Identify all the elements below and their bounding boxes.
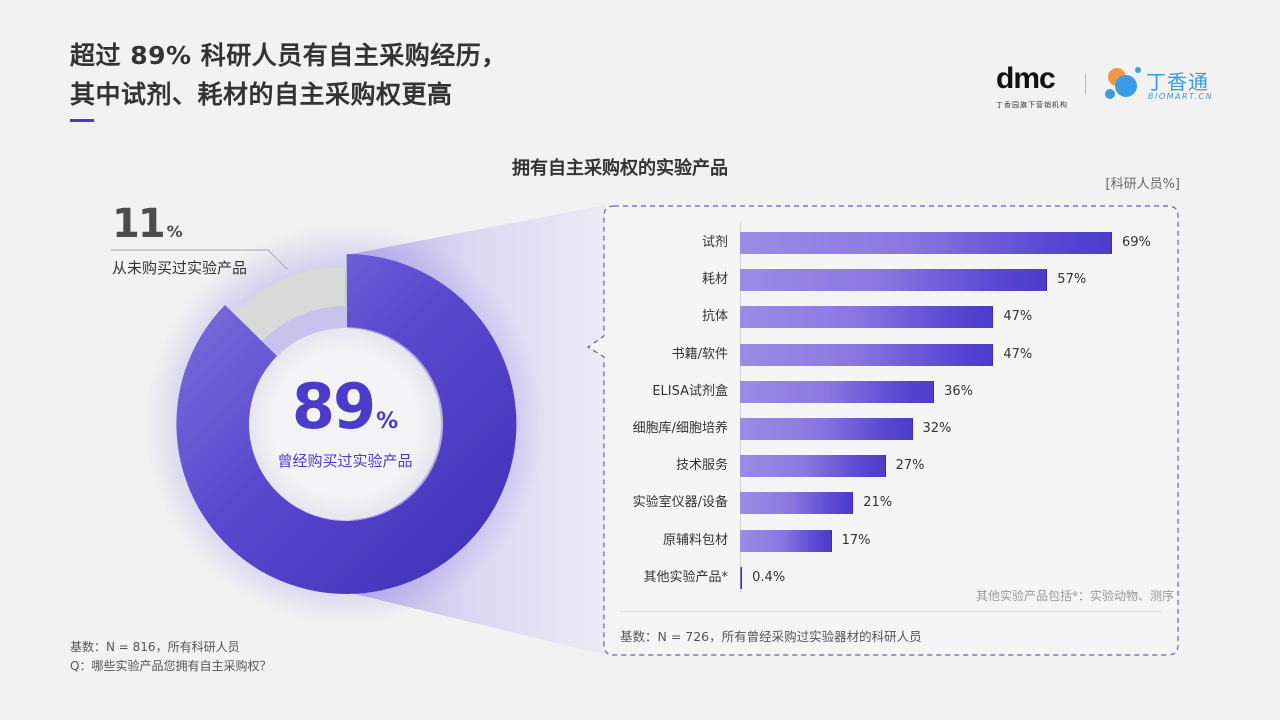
bar-category-label: 书籍/软件 xyxy=(671,346,728,362)
bar-value-label: 47% xyxy=(1003,309,1033,325)
biomart-logo-subtitle: BIOMART.CN xyxy=(1148,92,1214,101)
footer-question: Q：哪些实验产品您拥有自主采购权？ xyxy=(70,659,272,673)
bar-value-label: 27% xyxy=(895,458,925,474)
bar-axis-line xyxy=(740,222,741,592)
footer-base: 基数：N = 816，所有科研人员 xyxy=(70,640,240,654)
donut-segment-bought xyxy=(176,254,517,594)
bar-row: 试剂 69% xyxy=(603,232,1178,254)
bought-value: 89 xyxy=(291,370,376,443)
bar-category-label: 试剂 xyxy=(701,235,728,250)
never-bought-value: 11 xyxy=(112,201,166,247)
other-products-note: 其他实验产品包括*：实验动物、测序 xyxy=(975,589,1174,603)
bar-category-label: 细胞库/细胞培养 xyxy=(632,421,728,436)
box-divider xyxy=(620,611,1161,612)
biomart-bubbles-icon xyxy=(1105,67,1141,99)
bar-category-label: 实验室仪器/设备 xyxy=(632,495,728,511)
bar-value-label: 47% xyxy=(1003,346,1033,362)
bar-row: 耗材 57% xyxy=(603,269,1178,292)
page-title: 超过 89% 科研人员有自主采购经历， 其中试剂、耗材的自主采购权更高 xyxy=(70,36,507,114)
never-bought-label: 从未购买过实验产品 xyxy=(112,259,248,277)
title-line-2: 其中试剂、耗材的自主采购权更高 xyxy=(70,80,453,109)
title-accent-underline xyxy=(70,119,94,122)
bar-row: ELISA试剂盒 36% xyxy=(603,380,1178,403)
never-bought-percent: 11% xyxy=(112,200,183,256)
bar xyxy=(740,566,743,589)
bar-value-label: 21% xyxy=(863,495,893,511)
bar xyxy=(740,529,832,552)
bar-value-label: 32% xyxy=(922,421,952,436)
percent-sign: % xyxy=(166,222,183,241)
percent-sign: % xyxy=(376,409,399,434)
bar xyxy=(740,306,994,329)
bar xyxy=(740,418,913,440)
bar xyxy=(740,380,935,403)
bar-category-label: 其他实验产品* xyxy=(643,569,728,585)
chart-title: 拥有自主采购权的实验产品 xyxy=(512,158,728,179)
biomart-logo-word: 丁香通 xyxy=(1146,70,1209,94)
bar-row: 书籍/软件 47% xyxy=(603,343,1178,366)
bought-label: 曾经购买过实验产品 xyxy=(277,452,413,470)
dmc-logo-word: dmc xyxy=(996,62,1056,95)
bar-value-label: 36% xyxy=(944,383,973,399)
donut-segment-never xyxy=(234,267,345,341)
dmc-logo-subtitle: 丁香园旗下营销机构 xyxy=(996,101,1068,109)
bar-category-label: 技术服务 xyxy=(675,458,728,474)
bar-row: 原辅料包材 17% xyxy=(603,529,1178,552)
bar xyxy=(740,269,1048,292)
title-line-1: 超过 89% 科研人员有自主采购经历， xyxy=(70,41,507,70)
bar xyxy=(740,232,1112,254)
dmc-logo: dmc 丁香园旗下营销机构 xyxy=(996,62,1072,112)
footer-notes: 基数：N = 816，所有科研人员 Q：哪些实验产品您拥有自主采购权？ xyxy=(70,638,271,676)
bar xyxy=(740,343,994,366)
logo-divider xyxy=(1085,73,1086,95)
bar-value-label: 0.4% xyxy=(752,569,786,585)
bar-row: 细胞库/细胞培养 32% xyxy=(603,418,1178,440)
chart-base-note: 基数：N = 726，所有曾经采购过实验器材的科研人员 xyxy=(620,629,922,644)
bar-chart: 试剂 69% 耗材 57% 抗体 47% 书籍/软件 47% ELISA试剂盒 36% 细胞库/细胞… xyxy=(603,206,1178,655)
bar-category-label: 原辅料包材 xyxy=(662,532,728,548)
chart-unit-label: [科研人员%] xyxy=(1105,177,1181,192)
bar-value-label: 69% xyxy=(1122,235,1151,250)
bar xyxy=(740,455,886,478)
bar-row: 其他实验产品* 0.4% xyxy=(603,566,1178,589)
bar-value-label: 57% xyxy=(1057,272,1087,288)
biomart-logo: 丁香通 BIOMART.CN xyxy=(1104,64,1224,106)
bar-category-label: 抗体 xyxy=(701,309,728,325)
bar-row: 抗体 47% xyxy=(603,306,1178,329)
bar-category-label: ELISA试剂盒 xyxy=(652,383,728,399)
bar-row: 技术服务 27% xyxy=(603,455,1178,478)
bar-row: 实验室仪器/设备 21% xyxy=(603,492,1178,515)
bought-percent: 89% xyxy=(265,372,425,457)
bar-category-label: 耗材 xyxy=(701,272,728,288)
bar xyxy=(740,492,854,515)
bar-value-label: 17% xyxy=(841,532,871,548)
